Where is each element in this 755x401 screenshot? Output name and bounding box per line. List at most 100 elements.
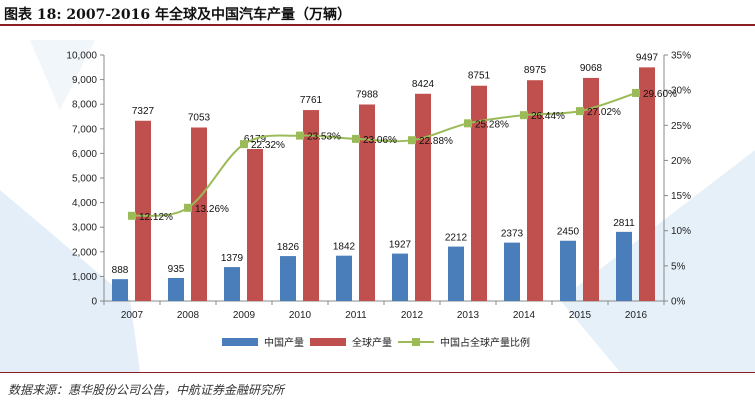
bar-china-production <box>448 246 464 301</box>
y-right-tick-label: 25% <box>671 121 691 132</box>
y-right-tick-label: 15% <box>671 191 691 202</box>
data-label-ratio: 12.12% <box>139 212 173 223</box>
data-label-global: 8424 <box>412 79 435 90</box>
y-left-tick-label: 8,000 <box>72 100 97 111</box>
x-tick-label: 2015 <box>569 310 592 321</box>
y-right-tick-label: 35% <box>671 51 691 62</box>
ratio-marker <box>296 131 304 140</box>
ratio-marker <box>632 88 640 97</box>
bar-china-production <box>504 242 520 301</box>
data-label-global: 7761 <box>300 95 323 106</box>
bar-global-production <box>583 77 599 301</box>
data-label-china: 2811 <box>613 218 635 229</box>
bar-china-production <box>168 277 184 301</box>
x-tick-label: 2014 <box>513 310 536 321</box>
bar-global-production <box>359 104 375 301</box>
y-left-tick-label: 10,000 <box>66 51 97 62</box>
data-label-china: 2373 <box>501 229 524 240</box>
ratio-marker <box>240 140 248 149</box>
bar-global-production <box>415 93 431 302</box>
data-label-china: 2212 <box>445 233 468 244</box>
data-label-global: 7988 <box>356 89 379 100</box>
data-label-global: 8975 <box>524 65 547 76</box>
source-divider <box>0 372 755 373</box>
data-label-global: 7327 <box>132 106 155 117</box>
y-left-tick-label: 7,000 <box>72 124 97 135</box>
data-label-global: 8751 <box>468 71 491 82</box>
legend-swatch-ratio-marker <box>412 338 420 346</box>
data-label-china: 935 <box>168 264 185 275</box>
bar-global-production <box>639 67 655 301</box>
bar-global-production <box>471 85 487 301</box>
bar-china-production <box>560 240 576 301</box>
data-label-china: 888 <box>112 265 129 276</box>
bar-global-production <box>247 148 263 301</box>
ratio-marker <box>464 119 472 128</box>
bar-china-production <box>224 267 240 301</box>
bar-global-production <box>303 110 319 301</box>
bar-global-production <box>135 120 151 301</box>
chart-title: 图表 18: 2007-2016 年全球及中国汽车产量（万辆） <box>4 7 352 23</box>
y-left-tick-label: 5,000 <box>72 174 97 185</box>
data-label-ratio: 25.28% <box>475 119 509 130</box>
data-label-ratio: 23.53% <box>307 132 341 143</box>
y-left-tick-label: 1,000 <box>72 272 97 283</box>
legend-label-global: 全球产量 <box>352 336 392 349</box>
bar-china-production <box>112 279 128 301</box>
data-label-global: 7053 <box>188 112 211 123</box>
y-right-tick-label: 20% <box>671 156 691 167</box>
ratio-marker <box>520 111 528 120</box>
data-label-china: 1927 <box>389 240 412 251</box>
bar-china-production <box>616 231 632 301</box>
data-label-ratio: 22.88% <box>419 136 453 147</box>
x-tick-label: 2013 <box>457 310 480 321</box>
x-tick-label: 2007 <box>121 310 144 321</box>
data-label-ratio: 26.44% <box>531 111 565 122</box>
legend-label-ratio: 中国占全球产量比例 <box>440 336 530 349</box>
x-tick-label: 2016 <box>625 310 648 321</box>
ratio-marker <box>184 203 192 212</box>
title-divider <box>0 24 755 26</box>
x-tick-label: 2010 <box>289 310 312 321</box>
data-label-global: 9068 <box>580 63 603 74</box>
x-tick-label: 2009 <box>233 310 256 321</box>
y-right-tick-label: 0% <box>671 297 686 308</box>
legend-label-china: 中国产量 <box>264 336 304 349</box>
legend-swatch-china <box>222 338 258 346</box>
y-left-tick-label: 6,000 <box>72 149 97 160</box>
x-tick-label: 2008 <box>177 310 200 321</box>
bar-global-production <box>191 127 207 301</box>
y-left-tick-label: 0 <box>91 297 97 308</box>
ratio-marker <box>576 107 584 116</box>
ratio-line <box>131 92 637 217</box>
data-label-china: 2450 <box>557 227 580 238</box>
bar-global-production <box>527 80 543 301</box>
data-label-china: 1842 <box>333 242 356 253</box>
x-tick-label: 2012 <box>401 310 424 321</box>
bar-china-production <box>280 256 296 301</box>
ratio-marker <box>128 211 136 220</box>
y-right-tick-label: 10% <box>671 226 691 237</box>
bar-china-production <box>336 255 352 301</box>
x-tick-label: 2011 <box>345 310 367 321</box>
y-right-tick-label: 30% <box>671 86 691 97</box>
data-label-china: 1826 <box>277 242 300 253</box>
ratio-marker <box>408 136 416 145</box>
y-left-tick-label: 9,000 <box>72 75 97 86</box>
y-left-tick-label: 3,000 <box>72 223 97 234</box>
data-label-ratio: 13.26% <box>195 204 229 215</box>
data-label-global: 9497 <box>636 52 659 63</box>
data-label-ratio: 23.06% <box>363 135 397 146</box>
bar-china-production <box>392 253 408 301</box>
data-label-ratio: 29.60% <box>643 89 677 100</box>
y-left-tick-label: 2,000 <box>72 247 97 258</box>
source-note: 数据来源：惠华股份公司公告，中航证券金融研究所 <box>8 383 285 397</box>
data-label-ratio: 22.32% <box>251 140 285 151</box>
ratio-marker <box>352 134 360 143</box>
y-left-tick-label: 4,000 <box>72 198 97 209</box>
y-right-tick-label: 5% <box>671 261 686 272</box>
data-label-china: 1379 <box>221 253 244 264</box>
data-label-ratio: 27.02% <box>587 107 621 118</box>
